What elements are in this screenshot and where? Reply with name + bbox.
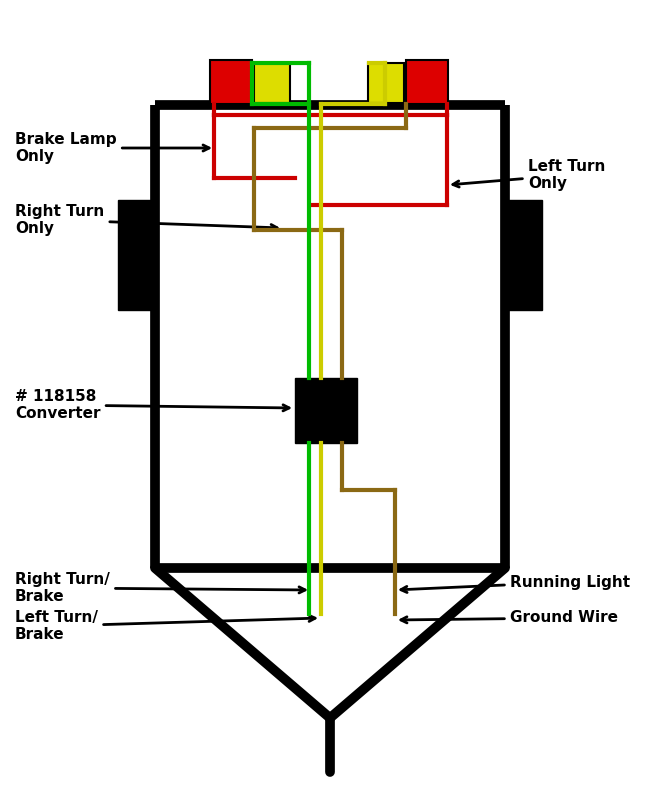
Text: # 118158
Converter: # 118158 Converter (15, 389, 289, 421)
Bar (406, 60, 448, 104)
Bar (505, 200, 542, 310)
Bar (254, 63, 290, 103)
Bar (118, 200, 155, 310)
Text: Running Light: Running Light (401, 574, 630, 593)
Text: Left Turn
Only: Left Turn Only (453, 158, 606, 191)
Bar (295, 378, 357, 443)
Text: Brake Lamp
Only: Brake Lamp Only (15, 132, 209, 164)
Text: Right Turn/
Brake: Right Turn/ Brake (15, 572, 305, 604)
Text: Right Turn
Only: Right Turn Only (15, 204, 277, 236)
Text: Ground Wire: Ground Wire (401, 610, 618, 626)
Bar (210, 60, 252, 104)
Bar (368, 63, 404, 103)
Text: Left Turn/
Brake: Left Turn/ Brake (15, 610, 315, 642)
